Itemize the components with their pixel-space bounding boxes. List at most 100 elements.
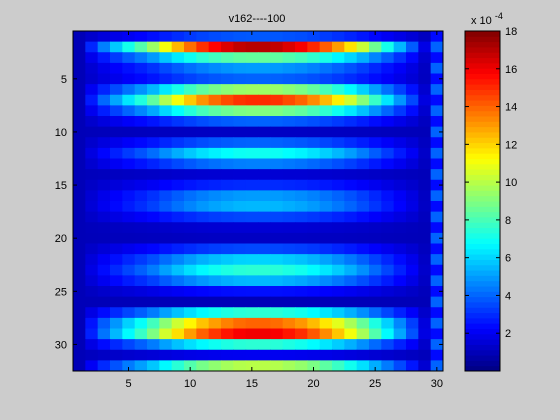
- heatmap-cell: [332, 31, 345, 43]
- heatmap-cell: [134, 296, 148, 308]
- heatmap-cell: [85, 179, 99, 191]
- heatmap-cell: [221, 211, 234, 223]
- heatmap-cell: [406, 201, 419, 213]
- heatmap-cell: [344, 31, 358, 43]
- colorbar-tick-label: 2: [505, 328, 511, 340]
- heatmap-cell: [184, 62, 197, 75]
- heatmap-cell: [97, 31, 111, 43]
- heatmap-cell: [270, 317, 284, 330]
- heatmap-cell: [270, 190, 284, 202]
- heatmap-cell: [159, 41, 173, 53]
- heatmap-cell: [184, 147, 197, 160]
- heatmap-cell: [110, 126, 123, 138]
- heatmap-cell: [344, 222, 358, 234]
- heatmap-cell: [258, 169, 271, 181]
- heatmap-cell: [344, 254, 358, 266]
- heatmap-cell: [147, 147, 160, 160]
- heatmap-cell: [73, 201, 86, 213]
- heatmap-cell: [258, 126, 271, 138]
- heatmap-cell: [159, 94, 173, 106]
- heatmap-cell: [147, 41, 160, 53]
- heatmap-cell: [73, 211, 86, 223]
- heatmap-cell: [184, 317, 197, 330]
- heatmap-cell: [122, 169, 136, 181]
- heatmap-cell: [418, 232, 432, 245]
- heatmap-cell: [233, 339, 247, 351]
- heatmap-cell: [110, 328, 123, 340]
- heatmap-cell: [344, 41, 358, 53]
- heatmap-cell: [270, 62, 284, 75]
- heatmap-cell: [221, 232, 234, 245]
- heatmap-cell: [344, 126, 358, 138]
- heatmap-cell: [134, 264, 148, 276]
- heatmap-cell: [270, 360, 284, 372]
- heatmap-cell: [307, 232, 321, 245]
- heatmap-cell: [332, 349, 345, 361]
- heatmap-cell: [282, 360, 296, 372]
- heatmap-cell: [406, 84, 419, 96]
- y-tick-label: 20: [55, 233, 67, 245]
- heatmap-cell: [258, 317, 271, 330]
- heatmap-cell: [258, 286, 271, 298]
- heatmap-cell: [258, 190, 271, 202]
- colorbar-segment: [465, 57, 500, 64]
- heatmap-cell: [406, 339, 419, 351]
- colorbar-segment: [465, 349, 500, 356]
- heatmap-cell: [418, 360, 432, 372]
- heatmap-cell: [208, 360, 222, 372]
- heatmap-cell: [171, 41, 185, 53]
- heatmap-cell: [73, 339, 86, 351]
- heatmap: [73, 31, 444, 372]
- heatmap-cell: [73, 137, 86, 149]
- heatmap-cell: [258, 360, 271, 372]
- heatmap-cell: [369, 116, 382, 128]
- heatmap-cell: [295, 339, 308, 351]
- heatmap-cell: [134, 349, 148, 361]
- heatmap-cell: [393, 84, 407, 96]
- heatmap-cell: [282, 52, 296, 64]
- colorbar-segment: [465, 344, 500, 351]
- colorbar-segment: [465, 201, 500, 207]
- heatmap-cell: [134, 232, 148, 245]
- heatmap-cell: [122, 201, 136, 213]
- heatmap-cell: [159, 31, 173, 43]
- heatmap-cell: [122, 31, 136, 43]
- heatmap-cell: [418, 275, 432, 287]
- heatmap-cell: [270, 147, 284, 160]
- heatmap-cell: [159, 328, 173, 340]
- heatmap-cell: [418, 328, 432, 340]
- heatmap-cell: [307, 360, 321, 372]
- heatmap-cell: [332, 232, 345, 245]
- heatmap-cell: [282, 317, 296, 330]
- heatmap-cell: [270, 307, 284, 319]
- heatmap-cell: [270, 349, 284, 361]
- heatmap-cell: [221, 275, 234, 287]
- heatmap-cell: [381, 275, 395, 287]
- heatmap-cell: [85, 158, 99, 170]
- heatmap-cell: [221, 41, 234, 53]
- heatmap-cell: [270, 52, 284, 64]
- heatmap-cell: [295, 73, 308, 85]
- heatmap-cell: [122, 254, 136, 266]
- heatmap-cell: [73, 105, 86, 117]
- heatmap-cell: [307, 158, 321, 170]
- heatmap-cell: [73, 360, 86, 372]
- heatmap-cell: [233, 275, 247, 287]
- heatmap-cell: [307, 105, 321, 117]
- heatmap-cell: [85, 317, 99, 330]
- heatmap-cell: [221, 201, 234, 213]
- heatmap-cell: [430, 211, 444, 223]
- heatmap-cell: [319, 158, 333, 170]
- heatmap-cell: [245, 339, 259, 351]
- heatmap-cell: [319, 126, 333, 138]
- heatmap-cell: [110, 211, 123, 223]
- heatmap-cell: [258, 222, 271, 234]
- heatmap-cell: [233, 232, 247, 245]
- heatmap-cell: [122, 73, 136, 85]
- heatmap-cell: [393, 222, 407, 234]
- colorbar-segment: [465, 36, 500, 43]
- heatmap-cell: [97, 84, 111, 96]
- heatmap-cell: [159, 116, 173, 128]
- heatmap-cell: [270, 254, 284, 266]
- colorbar-segment: [465, 355, 500, 361]
